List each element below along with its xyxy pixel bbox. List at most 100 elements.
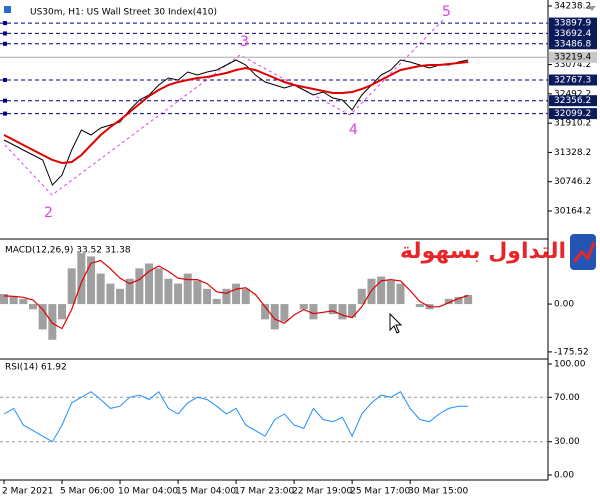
y-tick-label: 0.00 [554,471,574,481]
y-tick-label: 33074.2 [554,60,591,70]
x-tick-label: 30 Mar 15:00 [408,487,468,497]
macd-bar [270,304,279,330]
macd-bar [116,288,125,305]
y-tick-label: 30164.2 [554,207,591,217]
y-tick-label: 70.00 [554,393,580,403]
macd-bar [174,283,183,305]
wave-label: 5 [442,4,451,20]
macd-bar [58,304,67,320]
x-tick-label: 25 Mar 17:00 [350,487,410,497]
price-line [3,59,469,186]
x-tick-label: 2 Mar 2021 [2,487,53,497]
macd-bar [96,273,105,305]
macd-bar [222,288,231,305]
macd-title: MACD(12,26,9) 33.52 31.38 [5,246,131,256]
macd-bar [396,283,405,305]
macd-bar [415,304,424,308]
macd-bar [241,288,250,305]
macd-bar [444,298,453,305]
level-marker [3,98,7,103]
level-box [549,74,597,86]
level-box [549,38,597,50]
level-marker [3,111,7,116]
macd-bar [38,304,47,330]
macd-bar [125,278,134,305]
moving-average [3,61,469,165]
y-tick-label: 100.00 [554,359,586,369]
macd-bar [309,304,318,320]
level-marker [3,21,7,26]
wave-label: 2 [44,205,53,221]
macd-bar [193,280,202,305]
wave-label: 4 [349,122,358,138]
level-box [549,17,597,29]
macd-bar [386,280,395,305]
y-tick-label: 30.00 [554,437,580,447]
macd-bar [338,304,347,320]
macd-bar [106,283,115,305]
y-tick-label: 31910.2 [554,119,591,129]
level-label: 33486.8 [554,39,591,49]
macd-bar [464,294,473,305]
macd-bar [299,304,308,310]
macd-bar [348,304,357,318]
macd-bar [261,304,270,320]
y-tick-label: 0.00 [554,300,574,310]
current-price-box [549,51,597,63]
x-tick-label: 17 Mar 23:00 [234,487,294,497]
level-label: 32767.3 [554,75,591,85]
level-box [549,108,597,120]
macd-bar [87,256,96,305]
rsi-title: RSI(14) 61.92 [5,363,67,373]
current-price-label: 33219.4 [554,53,591,63]
macd-bar [212,298,221,305]
macd-bar [357,288,366,305]
y-tick-label: 34238.2 [554,1,591,11]
x-tick-label: 5 Mar 06:00 [60,487,115,497]
macd-bar [135,268,144,305]
wave-label: 3 [240,34,249,50]
level-marker [3,31,7,36]
macd-bar [0,293,8,305]
level-box [549,27,597,39]
macd-bar [19,298,28,305]
y-tick-label: 32492.2 [554,89,591,99]
x-tick-label: 22 Mar 19:00 [292,487,352,497]
x-tick-label: 15 Mar 04:00 [176,487,236,497]
macd-bar [164,278,173,305]
macd-bar [280,304,289,322]
macd-bar [48,304,57,340]
level-marker [3,77,7,82]
macd-bar [77,253,86,305]
x-tick-label: 10 Mar 04:00 [118,487,178,497]
macd-bar [9,296,18,305]
macd-bar [183,273,192,305]
y-tick-label: 31328.2 [554,148,591,158]
macd-bar [145,263,154,305]
logo-arrow [572,241,596,263]
watermark: التداول بسهولة [400,239,566,264]
level-label: 33897.9 [554,19,591,29]
macd-bar [203,288,212,305]
level-marker [3,41,7,46]
level-label: 32099.2 [554,109,591,119]
macd-bar [232,283,241,305]
mouse-cursor [389,312,403,334]
macd-bar [377,276,386,305]
macd-bar [154,268,163,305]
macd-bar [454,296,463,305]
level-box [549,95,597,107]
macd-bar [67,268,76,305]
macd-bar [29,304,38,310]
rsi-line [3,390,469,443]
chart-title: US30m, H1: US Wall Street 30 Index(410) [30,8,217,18]
signal-line [3,259,469,330]
level-label: 33692.4 [554,29,591,39]
y-tick-label: 30746.2 [554,177,591,187]
scroll-marker [588,6,596,11]
macd-bar [328,304,337,315]
y-tick-label: -175.52 [554,347,589,357]
level-label: 32356.2 [554,96,591,106]
